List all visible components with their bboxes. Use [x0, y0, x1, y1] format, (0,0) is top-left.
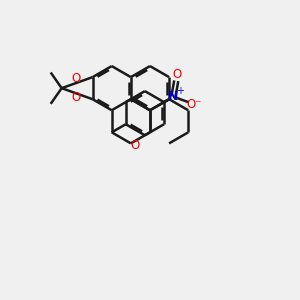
Text: O: O — [71, 72, 80, 85]
Text: O: O — [130, 139, 140, 152]
Text: O⁻: O⁻ — [186, 98, 202, 111]
Text: O: O — [71, 91, 80, 104]
Text: +: + — [176, 86, 184, 96]
Text: N: N — [168, 90, 178, 103]
Text: O: O — [172, 68, 182, 82]
